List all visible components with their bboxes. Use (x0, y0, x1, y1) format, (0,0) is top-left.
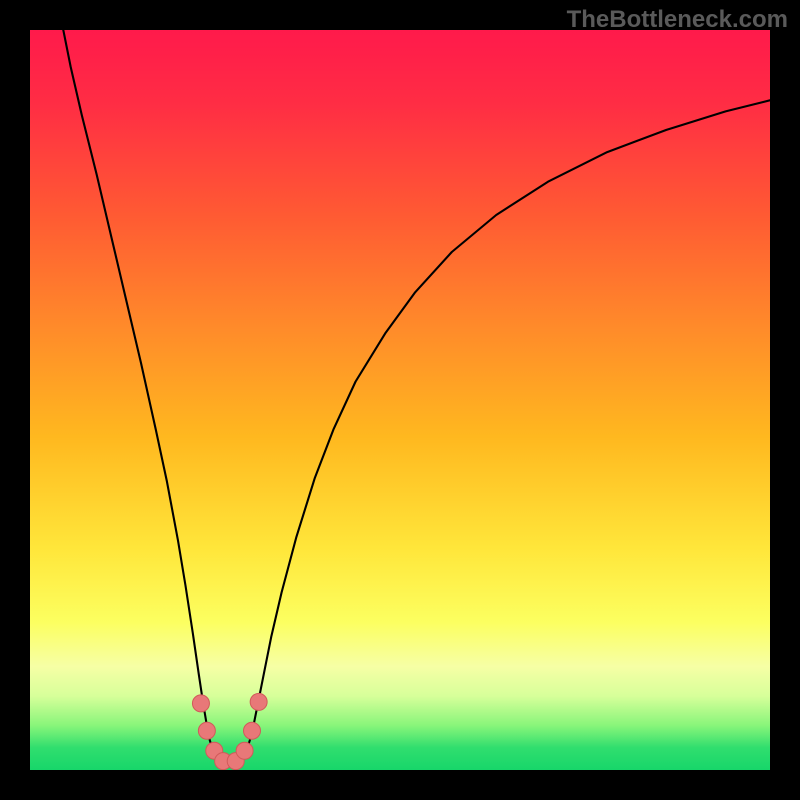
plot-area (30, 30, 770, 770)
chart-frame: TheBottleneck.com (0, 0, 800, 800)
curve-layer (30, 30, 770, 770)
trough-marker (198, 722, 215, 739)
trough-marker (250, 693, 267, 710)
trough-marker (236, 742, 253, 759)
trough-markers (192, 693, 267, 769)
trough-marker (192, 695, 209, 712)
bottleneck-curve (63, 30, 770, 766)
trough-marker (244, 722, 261, 739)
watermark-text: TheBottleneck.com (567, 6, 788, 34)
